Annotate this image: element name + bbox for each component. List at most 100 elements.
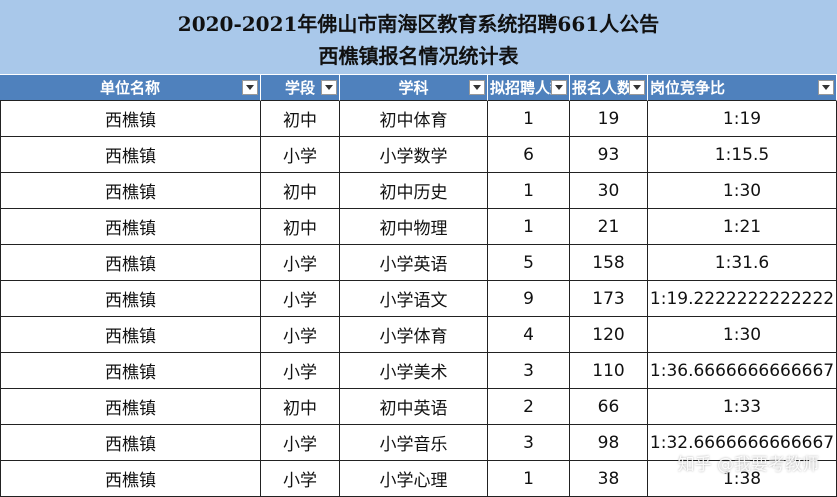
table-cell: 98 [570,425,648,461]
table-cell-text: 1 [523,216,534,237]
column-header-text: 单位名称 [99,79,160,97]
table-cell-text: 120 [592,324,625,345]
table-cell: 西樵镇 [0,245,261,281]
table-cell-text: 1 [523,180,534,201]
table-cell: 1 [488,461,570,497]
table-cell: 9 [488,281,570,317]
table-cell: 小学 [261,281,340,317]
title-area: 2020-2021年佛山市南海区教育系统招聘661人公告 西樵镇报名情况统计表 [0,0,837,75]
table-cell: 1:19.2222222222222 [648,281,837,317]
table-cell: 1 [488,101,570,137]
table-cell: 西樵镇 [0,173,261,209]
table-cell: 西樵镇 [0,389,261,425]
table-cell-text: 1:36.6666666666667 [649,360,835,381]
table-cell-text: 小学 [283,471,317,491]
table-cell: 西樵镇 [0,137,261,173]
table-cell: 21 [570,209,648,245]
filter-dropdown[interactable] [321,80,337,95]
column-header-text: 拟招聘人数 [490,79,566,97]
table-cell: 西樵镇 [0,281,261,317]
column-header-text: 报名人数 [572,79,633,97]
table-cell-text: 158 [592,252,625,273]
table-cell: 小学 [261,245,340,281]
table-cell: 初中英语 [340,389,488,425]
table-cell-text: 1:21 [722,216,762,237]
table-cell: 1 [488,209,570,245]
table-cell: 小学 [261,353,340,389]
table-cell-text: 小学 [283,435,317,455]
table-cell: 小学数学 [340,137,488,173]
table-cell-text: 173 [592,288,625,309]
column-header: 拟招聘人数 [488,75,570,101]
table-cell-text: 小学 [283,327,317,347]
table-cell: 6 [488,137,570,173]
table-cell-text: 2 [523,396,534,417]
table-cell-text: 小学美术 [379,363,448,383]
table-cell: 1:30 [648,317,837,353]
table-cell-text: 5 [523,252,534,273]
table-cell: 初中体育 [340,101,488,137]
table-cell-text: 西樵镇 [105,471,156,491]
table-cell: 110 [570,353,648,389]
table-cell-text: 1:38 [722,468,762,489]
table-cell: 初中 [261,389,340,425]
table-cell-text: 西樵镇 [105,363,156,383]
table-cell-text: 1:19 [722,108,762,129]
column-header-text: 岗位竞争比 [650,79,726,97]
filter-dropdown[interactable] [551,80,567,95]
table-cell: 1:15.5 [648,137,837,173]
table-cell: 3 [488,425,570,461]
table-cell-text: 初中英语 [379,399,448,419]
table-cell: 4 [488,317,570,353]
table-cell: 小学 [261,425,340,461]
table-cell: 93 [570,137,648,173]
table-cell: 小学音乐 [340,425,488,461]
filter-dropdown[interactable] [818,80,834,95]
table-cell: 3 [488,353,570,389]
table-cell-text: 西樵镇 [105,219,156,239]
filter-dropdown[interactable] [629,80,645,95]
table-cell: 小学 [261,461,340,497]
table-cell-text: 小学语文 [379,291,448,311]
table-cell-text: 1:15.5 [714,144,770,165]
table-cell: 小学 [261,317,340,353]
table-cell: 小学语文 [340,281,488,317]
table-cell: 19 [570,101,648,137]
table-cell-text: 小学体育 [379,327,448,347]
filter-dropdown[interactable] [469,80,485,95]
table-cell: 小学英语 [340,245,488,281]
table-cell-text: 小学英语 [379,255,448,275]
table-cell: 1:33 [648,389,837,425]
table-cell: 西樵镇 [0,101,261,137]
table-cell-text: 西樵镇 [105,111,156,131]
column-header: 岗位竞争比 [648,75,837,101]
table-cell-text: 西樵镇 [105,399,156,419]
column-header: 学段 [261,75,340,101]
table-cell: 初中物理 [340,209,488,245]
table-cell-text: 1:30 [722,180,762,201]
table-cell-text: 初中 [283,111,317,131]
table-cell-text: 初中 [283,183,317,203]
table-cell-text: 小学数学 [379,147,448,167]
table-cell: 173 [570,281,648,317]
table-cell: 1:19 [648,101,837,137]
table-cell: 38 [570,461,648,497]
table-cell-text: 3 [523,360,534,381]
table-cell: 初中 [261,173,340,209]
table-cell: 西樵镇 [0,209,261,245]
column-header: 报名人数 [570,75,648,101]
table-cell-text: 1 [523,108,534,129]
watermark: 知乎 @我要考教师 [677,455,819,475]
table-cell-text: 初中 [283,219,317,239]
column-header: 学科 [340,75,488,101]
table-cell-text: 9 [523,288,534,309]
table-cell-text: 西樵镇 [105,147,156,167]
filter-dropdown[interactable] [242,80,258,95]
table-cell-text: 98 [597,432,620,453]
table-cell: 1 [488,173,570,209]
title: 2020-2021年佛山市南海区教育系统招聘661人公告 [177,12,660,36]
table-cell-text: 66 [597,396,620,417]
table-cell-text: 小学 [283,291,317,311]
table-cell: 66 [570,389,648,425]
